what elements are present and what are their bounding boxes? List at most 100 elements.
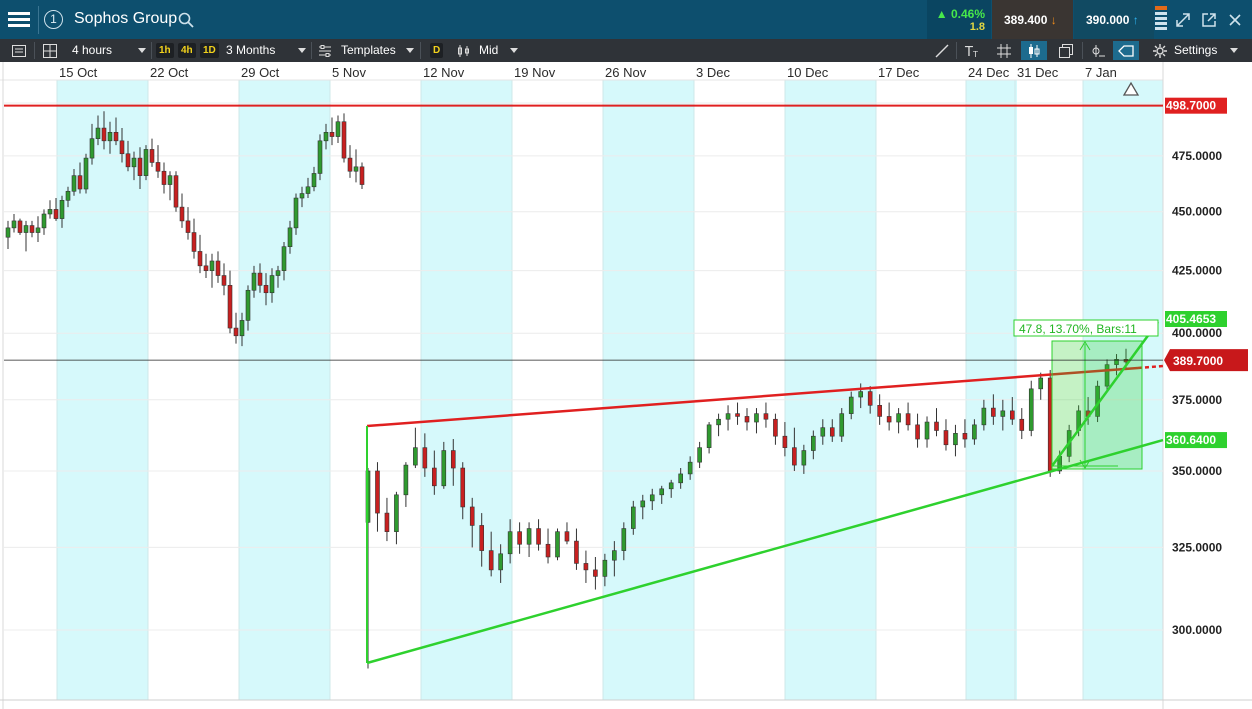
hamburger-menu-icon[interactable]: [7, 9, 31, 31]
candle-body: [329, 131, 335, 137]
close-icon[interactable]: [1226, 11, 1244, 29]
candle: [305, 177, 311, 199]
candle-body: [612, 550, 617, 561]
candle-body: [630, 506, 636, 529]
candle-body: [403, 464, 409, 496]
candle: [35, 216, 41, 242]
price-type-chip[interactable]: D: [430, 43, 444, 58]
chart-layout-icon[interactable]: [42, 43, 58, 59]
candle-body: [640, 500, 646, 508]
layout-grid-icon[interactable]: [1155, 6, 1167, 34]
duplicate-icon[interactable]: [1058, 43, 1074, 59]
candle: [972, 419, 977, 445]
gear-icon[interactable]: [1152, 43, 1168, 59]
buy-price-button[interactable]: 390.000 ↑: [1074, 0, 1154, 39]
templates-menu[interactable]: Templates: [341, 43, 396, 57]
candle-body: [697, 447, 702, 463]
candle: [413, 427, 418, 469]
candle-body: [23, 225, 29, 233]
candle: [403, 462, 409, 507]
candle-body: [450, 450, 456, 469]
candle-type-active-bg: [1021, 41, 1047, 60]
horizontal-line-price-tag: 498.7000: [1166, 99, 1216, 113]
price-chart-area[interactable]: 47.8, 13.70%, Bars:11 15 Oct 22 Oct 29 Oct…: [0, 62, 1252, 709]
candle: [574, 528, 579, 570]
candle-body: [820, 427, 826, 437]
measure-top-price-tag: 405.4653: [1166, 312, 1216, 326]
window-number-badge[interactable]: 1: [44, 10, 63, 29]
sell-arrow-icon: ↓: [1050, 13, 1057, 27]
candle-body: [335, 121, 341, 137]
chevron-down-icon[interactable]: [510, 48, 518, 53]
candle-body: [257, 272, 263, 286]
titlebar-divider: [38, 6, 39, 34]
crosshair-icon[interactable]: [1090, 43, 1106, 59]
settings-menu[interactable]: Settings: [1174, 43, 1218, 57]
candlestick-chart[interactable]: 47.8, 13.70%, Bars:11 15 Oct 22 Oct 29 Oct…: [0, 62, 1252, 709]
candle-body: [687, 461, 693, 475]
chevron-down-icon[interactable]: [406, 48, 414, 53]
expand-icon[interactable]: [1174, 11, 1192, 29]
candle: [773, 413, 778, 445]
chevron-down-icon[interactable]: [138, 48, 146, 53]
chevron-down-icon[interactable]: [298, 48, 306, 53]
candle: [1038, 372, 1044, 400]
grid-icon[interactable]: [996, 43, 1012, 59]
candle-body: [17, 220, 23, 233]
candle-body: [649, 494, 655, 502]
candle: [143, 145, 149, 181]
candle-type-icon[interactable]: [1026, 43, 1042, 59]
toolbar-divider: [151, 42, 152, 59]
search-icon[interactable]: [178, 12, 194, 28]
candle: [441, 441, 447, 489]
candle-body: [782, 435, 788, 448]
candle-body: [155, 162, 161, 172]
candle-body: [1038, 377, 1044, 390]
interval-select[interactable]: 4 hours: [72, 43, 113, 57]
templates-icon[interactable]: [317, 43, 333, 59]
tag-icon[interactable]: [1118, 43, 1134, 59]
candle: [221, 263, 227, 296]
candle: [179, 193, 185, 228]
list-icon[interactable]: [11, 43, 27, 59]
candle-body: [829, 427, 835, 437]
interval-chip-1h[interactable]: 1h: [156, 43, 174, 58]
candle: [886, 402, 892, 431]
candle: [95, 115, 101, 146]
chevron-down-icon[interactable]: [1230, 48, 1238, 53]
candle: [612, 541, 617, 577]
candle-body: [125, 153, 131, 168]
candle: [469, 497, 475, 548]
candle-body: [375, 470, 380, 514]
interval-chip-4h[interactable]: 4h: [178, 43, 196, 58]
popout-icon[interactable]: [1200, 11, 1218, 29]
candle-body: [347, 157, 353, 172]
candle: [659, 485, 665, 504]
sell-price-button[interactable]: 389.400 ↓: [992, 0, 1073, 39]
candle: [107, 121, 113, 154]
candle-body: [943, 430, 949, 446]
candle-body: [131, 157, 137, 168]
interval-chip-1d[interactable]: 1D: [200, 43, 219, 58]
candle: [251, 265, 257, 298]
candle-body: [29, 225, 35, 233]
price-type-select[interactable]: Mid: [479, 43, 499, 57]
candle-body: [203, 265, 209, 271]
candle-body: [962, 433, 968, 440]
range-select[interactable]: 3 Months: [226, 43, 276, 57]
candle: [744, 408, 750, 431]
candle: [848, 391, 854, 420]
horizontal-line-price-tag-bg: [1165, 97, 1227, 114]
chart-toolbar: 4 hours 1h 4h 1D 3 Months Templates D Mi…: [0, 39, 1252, 62]
candle-body: [536, 528, 541, 545]
draw-line-icon[interactable]: [934, 43, 950, 59]
price-type-icon[interactable]: [456, 43, 472, 59]
candle-body: [281, 246, 287, 271]
candle-body: [972, 424, 977, 440]
candle-body: [526, 528, 532, 545]
candle-body: [593, 569, 598, 577]
instrument-title[interactable]: Sophos Group: [74, 10, 178, 27]
candle: [173, 171, 179, 212]
candle-body: [179, 206, 185, 222]
